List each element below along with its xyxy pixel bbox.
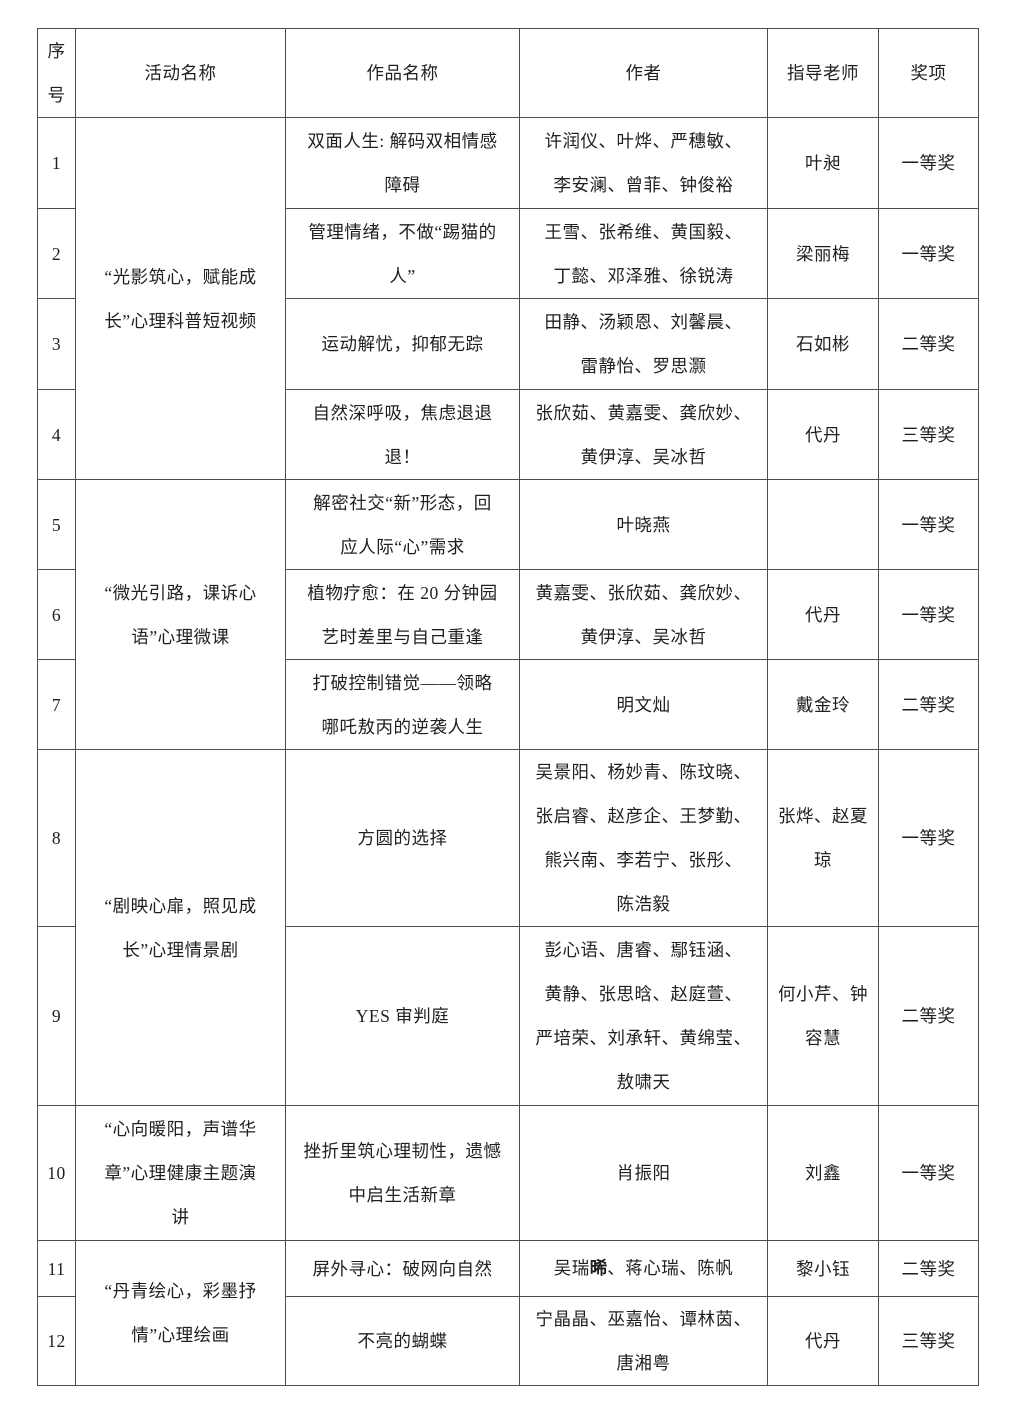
- cell-work: 屏外寻心：破网向自然: [285, 1240, 520, 1297]
- cell-authors: 吴瑞晞、蒋心瑞、陈帆: [519, 1240, 768, 1297]
- cell-index: 10: [37, 1105, 76, 1241]
- cell-authors: 明文灿: [519, 659, 768, 750]
- table-row: 5 “微光引路，课诉心 语”心理微课 解密社交“新”形态，回 应人际“心”需求 …: [37, 479, 979, 750]
- cell-award: 二等奖: [878, 659, 979, 750]
- cell-advisor: 代丹: [767, 569, 879, 660]
- cell-index: 9: [37, 926, 76, 1106]
- cell-index: 5: [37, 479, 76, 570]
- author-name-part: 吴瑞: [553, 1258, 590, 1278]
- cell-advisor: 戴金玲: [767, 659, 879, 750]
- cell-advisor: 张烨、赵夏 琼: [767, 749, 879, 927]
- col-header-advisor: 指导老师: [767, 28, 879, 118]
- cell-advisor: 叶昶: [767, 117, 879, 209]
- cell-index: 2: [37, 208, 76, 299]
- table-row: 11 “丹青绘心，彩墨抒 情”心理绘画 屏外寻心：破网向自然 吴瑞晞、蒋心瑞、陈…: [37, 1240, 979, 1386]
- cell-work: 管理情绪，不做“踢猫的 人”: [285, 208, 520, 299]
- cell-advisor: 刘鑫: [767, 1105, 879, 1241]
- cell-advisor: 何小芹、钟 容慧: [767, 926, 879, 1106]
- cell-advisor: 代丹: [767, 389, 879, 480]
- table-row: 3 运动解忧，抑郁无踪 田静、汤颖恩、刘馨晨、 雷静怡、罗思灏 石如彬 二等奖: [37, 298, 979, 390]
- cell-work: YES 审判庭: [285, 926, 520, 1106]
- cell-award: 一等奖: [878, 479, 979, 570]
- cell-authors: 叶晓燕: [519, 479, 768, 570]
- cell-award: 三等奖: [878, 389, 979, 480]
- cell-activity: “心向暖阳，声谱华 章”心理健康主题演 讲: [75, 1105, 286, 1241]
- cell-index: 1: [37, 117, 76, 209]
- table-row: 1 “光影筑心，赋能成 长”心理科普短视频 双面人生: 解码双相情感 障碍 许润…: [37, 117, 979, 480]
- cell-activity: “丹青绘心，彩墨抒 情”心理绘画: [75, 1240, 286, 1386]
- cell-index: 12: [37, 1296, 76, 1386]
- table-row: 9 YES 审判庭 彭心语、唐睿、鄢钰涵、 黄静、张思晗、赵庭萱、 严培荣、刘承…: [37, 926, 979, 1106]
- cell-authors: 田静、汤颖恩、刘馨晨、 雷静怡、罗思灏: [519, 298, 768, 390]
- col-header-award: 奖项: [878, 28, 979, 118]
- table-row: 10 “心向暖阳，声谱华 章”心理健康主题演 讲 挫折里筑心理韧性，遗憾 中启生…: [37, 1105, 979, 1241]
- col-header-activity: 活动名称: [75, 28, 286, 118]
- table-row: 12 不亮的蝴蝶 宁晶晶、巫嘉怡、谭林茵、 唐湘粤 代丹 三等奖: [37, 1296, 979, 1386]
- header-row: 序号 活动名称 作品名称 作者 指导老师 奖项: [37, 28, 979, 118]
- cell-award: 二等奖: [878, 298, 979, 390]
- cell-activity: “微光引路，课诉心 语”心理微课: [75, 479, 286, 750]
- table-row: 4 自然深呼吸，焦虑退退 退！ 张欣茹、黄嘉雯、龚欣妙、 黄伊淳、吴冰哲 代丹 …: [37, 389, 979, 480]
- cell-index: 8: [37, 749, 76, 927]
- cell-index: 11: [37, 1240, 76, 1297]
- cell-authors: 张欣茹、黄嘉雯、龚欣妙、 黄伊淳、吴冰哲: [519, 389, 768, 480]
- table-row: 7 打破控制错觉——领略 哪吒敖丙的逆袭人生 明文灿 戴金玲 二等奖: [37, 659, 979, 750]
- cell-advisor: 石如彬: [767, 298, 879, 390]
- cell-authors: 许润仪、叶烨、严穗敏、 李安澜、曾菲、钟俊裕: [519, 117, 768, 209]
- cell-advisor: 代丹: [767, 1296, 879, 1386]
- table-row: 2 管理情绪，不做“踢猫的 人” 王雪、张希维、黄国毅、 丁懿、邓泽雅、徐锐涛 …: [37, 208, 979, 299]
- cell-work: 不亮的蝴蝶: [285, 1296, 520, 1386]
- cell-authors: 彭心语、唐睿、鄢钰涵、 黄静、张思晗、赵庭萱、 严培荣、刘承轩、黄绵莹、 敖啸天: [519, 926, 768, 1106]
- cell-index: 7: [37, 659, 76, 750]
- cell-award: 二等奖: [878, 926, 979, 1106]
- author-name-fallback-glyph: 晞: [589, 1259, 608, 1279]
- cell-work: 方圆的选择: [285, 749, 520, 927]
- cell-authors: 吴景阳、杨妙青、陈玟晓、 张启睿、赵彦企、王梦勤、 熊兴南、李若宁、张彤、 陈浩…: [519, 749, 768, 927]
- cell-index: 6: [37, 569, 76, 660]
- awards-table: 序号 活动名称 作品名称 作者 指导老师 奖项 1 “光影筑心，赋能成 长”心理…: [37, 28, 979, 1386]
- cell-activity: “光影筑心，赋能成 长”心理科普短视频: [75, 117, 286, 480]
- cell-authors: 王雪、张希维、黄国毅、 丁懿、邓泽雅、徐锐涛: [519, 208, 768, 299]
- cell-work: 打破控制错觉——领略 哪吒敖丙的逆袭人生: [285, 659, 520, 750]
- cell-authors: 黄嘉雯、张欣茹、龚欣妙、 黄伊淳、吴冰哲: [519, 569, 768, 660]
- cell-work: 挫折里筑心理韧性，遗憾 中启生活新章: [285, 1105, 520, 1241]
- cell-award: 一等奖: [878, 117, 979, 209]
- cell-award: 一等奖: [878, 208, 979, 299]
- cell-work: 解密社交“新”形态，回 应人际“心”需求: [285, 479, 520, 570]
- cell-work: 植物疗愈：在 20 分钟园 艺时差里与自己重逢: [285, 569, 520, 660]
- cell-authors: 宁晶晶、巫嘉怡、谭林茵、 唐湘粤: [519, 1296, 768, 1386]
- cell-award: 三等奖: [878, 1296, 979, 1386]
- author-name-part: 、蒋心瑞、陈帆: [607, 1258, 734, 1278]
- table-row: 6 植物疗愈：在 20 分钟园 艺时差里与自己重逢 黄嘉雯、张欣茹、龚欣妙、 黄…: [37, 569, 979, 660]
- cell-award: 二等奖: [878, 1240, 979, 1297]
- cell-index: 3: [37, 298, 76, 390]
- col-header-authors: 作者: [519, 28, 768, 118]
- cell-award: 一等奖: [878, 749, 979, 927]
- cell-advisor: [767, 479, 879, 570]
- col-header-no: 序号: [37, 28, 76, 118]
- cell-advisor: 黎小钰: [767, 1240, 879, 1297]
- cell-work: 自然深呼吸，焦虑退退 退！: [285, 389, 520, 480]
- table-row: 8 “剧映心扉，照见成 长”心理情景剧 方圆的选择 吴景阳、杨妙青、陈玟晓、 张…: [37, 749, 979, 1106]
- cell-index: 4: [37, 389, 76, 480]
- cell-award: 一等奖: [878, 569, 979, 660]
- col-header-work: 作品名称: [285, 28, 520, 118]
- cell-activity: “剧映心扉，照见成 长”心理情景剧: [75, 749, 286, 1106]
- cell-award: 一等奖: [878, 1105, 979, 1241]
- cell-advisor: 梁丽梅: [767, 208, 879, 299]
- cell-work: 运动解忧，抑郁无踪: [285, 298, 520, 390]
- cell-work: 双面人生: 解码双相情感 障碍: [285, 117, 520, 209]
- cell-authors: 肖振阳: [519, 1105, 768, 1241]
